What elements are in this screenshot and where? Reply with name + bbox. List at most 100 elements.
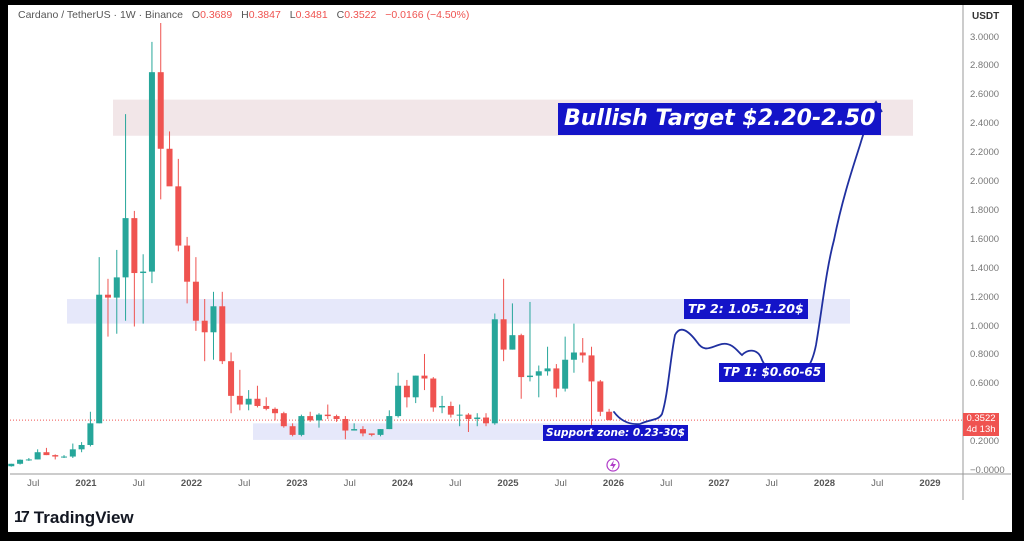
price-tick: 2.2000 [970,147,1000,159]
candle-body [447,405,454,415]
candle [8,463,15,467]
candle-body [175,186,182,246]
bullish-target-label[interactable]: Bullish Target $2.20-2.50 [558,103,882,135]
candle-body [412,375,419,398]
candle-body [333,416,340,419]
candle-body [272,408,279,414]
time-tick: 2023 [286,478,308,489]
candle [175,158,182,252]
price-tick: −0.0000 [970,465,1005,476]
candle [104,278,111,337]
price-tick: 1.0000 [970,320,1000,332]
candle-body [201,320,208,333]
candle-body [421,375,428,379]
candle [474,413,481,427]
low-value: 0.3481 [295,9,328,21]
support-zone-label[interactable]: Support zone: 0.23-30$ [543,425,689,441]
candle [219,291,226,365]
tp1-label[interactable]: TP 1: $0.60-65 [719,363,826,382]
price-tick: 2.4000 [970,118,1000,130]
candle [87,411,94,447]
candle [579,338,586,363]
candle [17,459,24,465]
candle [526,301,533,382]
time-tick: 2021 [75,478,97,489]
time-tick: Jul [871,478,884,489]
time-tick: Jul [238,478,251,489]
time-tick: 2026 [602,478,625,489]
candle-body [210,306,217,333]
candle [483,413,490,427]
candle [359,426,366,437]
candle [43,447,50,456]
symbol-header: Cardano / TetherUS · 1W · Binance O0.368… [18,9,470,21]
time-tick: 2028 [813,478,836,489]
candle [78,442,85,453]
candle-body [509,335,516,350]
candle [166,131,173,187]
candle [333,414,340,422]
candle-body [368,433,375,435]
symbol-title[interactable]: Cardano / TetherUS · 1W · Binance [18,9,183,21]
projection-path [613,102,877,425]
candle-body [597,381,604,412]
candle [535,365,542,398]
candle-body [280,413,287,427]
lightning-event-icon[interactable] [606,458,620,472]
candle [430,377,437,412]
candle [403,379,410,408]
time-tick: Jul [343,478,356,489]
candle [34,449,41,460]
candle-body [430,378,437,408]
candle [588,346,595,432]
candle [570,323,577,373]
time-tick: Jul [132,478,145,489]
candle [228,352,235,414]
time-tick: 2024 [391,478,414,489]
candle-body [131,218,138,274]
change-value: −0.0166 (−4.50%) [385,9,470,21]
candle [465,413,472,432]
candle-body [219,306,226,362]
candle-body [17,459,24,464]
price-tick: 1.8000 [970,204,1000,216]
time-tick: Jul [27,478,40,489]
candle [500,278,507,362]
candle-body [579,352,586,356]
candle [412,375,419,404]
candle [377,429,384,437]
candle-body [474,417,481,419]
candle [324,404,331,419]
candle-body [544,368,551,372]
candle-body [526,375,533,378]
time-tick: 2027 [708,478,730,489]
candle-body [465,414,472,419]
candle [140,254,147,324]
candle-body [87,423,94,445]
candle [210,291,217,360]
candle-body [298,416,305,435]
time-tick: Jul [765,478,778,489]
high-value: 0.3847 [248,9,281,21]
candle-body [236,395,243,405]
close-value: 0.3522 [344,9,377,21]
candle [113,249,120,334]
currency-label[interactable]: USDT [972,11,1000,22]
candle-body [166,148,173,187]
candle-body [43,452,50,456]
candle-body [403,385,410,398]
candle [263,397,270,411]
candle-body [52,455,59,457]
candle [456,404,463,427]
candle-body [342,418,349,431]
candle-body [140,271,147,274]
tradingview-logo[interactable]: 17 TradingView [14,508,134,527]
price-tick: 0.8000 [970,349,1000,361]
candle-body [439,405,446,408]
candle [52,454,59,460]
tp2-label[interactable]: TP 2: 1.05-1.20$ [684,299,808,319]
candle [131,210,138,327]
candle [157,23,164,200]
candle [342,416,349,440]
